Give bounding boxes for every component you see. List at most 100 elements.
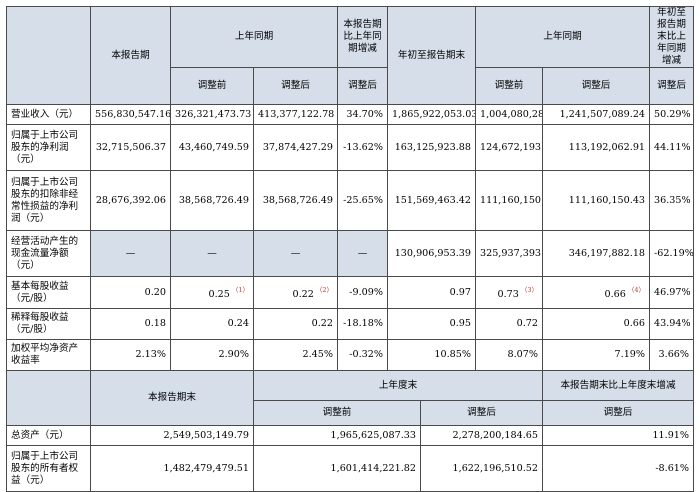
cell-ytd-change: 44.11% [649, 124, 695, 171]
cell-ytd: 163,125,923.88 [387, 124, 476, 171]
header-change-after-adj: 调整后 [337, 67, 388, 105]
cell-change: -8.61% [541, 445, 695, 492]
footnote-marker: （3） [520, 286, 538, 294]
cell-ytd-ly-before: 1,004,080,288.39 [475, 104, 543, 125]
cell-ytd-ly-before: 0.73 （3） [475, 276, 543, 309]
cell-ytd: 10.85% [387, 339, 476, 371]
table-row: 加权平均净资产收益率 2.13% 2.90% 2.45% -0.32% 10.8… [6, 339, 695, 371]
header2-after-adj: 调整后 [420, 400, 543, 426]
cell-ly-before: 38,568,726.49 [170, 170, 254, 231]
table-row: 经营活动产生的现金流量净额（元） — — — — 130,906,953.39 … [6, 230, 695, 277]
cell-ytd-ly-before: 8.07% [475, 339, 543, 371]
cell-current: 32,715,506.37 [90, 124, 171, 171]
cell-ly-after: 413,377,122.78 [253, 104, 338, 125]
row-label: 总资产（元） [6, 425, 91, 446]
footnote-marker: （4） [627, 286, 646, 294]
cell-ytd: 0.97 [387, 276, 476, 309]
header-ytd-before-adj: 调整前 [475, 67, 543, 105]
header-current-period: 本报告期 [90, 6, 171, 105]
cell-ly-after: 0.22 [253, 308, 338, 340]
header-ytd: 年初至报告期末 [387, 6, 476, 105]
table-row: 总资产（元） 2,549,503,149.79 1,965,625,087.33… [6, 425, 695, 446]
cell-ytd-ly-before: 124,672,193.84 [475, 124, 543, 171]
cell-after-adj: 1,622,196,510.52 [420, 445, 543, 492]
cell-current: — [90, 230, 171, 277]
header-change-vs-last-year: 本报告期比上年同期增减 [337, 6, 388, 68]
cell-period-end: 2,549,503,149.79 [90, 425, 254, 446]
cell-change: -25.65% [337, 170, 388, 231]
cell-value: 0.22 [292, 289, 314, 300]
header-before-adj: 调整前 [170, 67, 254, 105]
cell-current: 28,676,392.06 [90, 170, 171, 231]
cell-change: 11.91% [541, 425, 695, 446]
header2-before-adj: 调整前 [253, 400, 421, 426]
cell-ytd-change: -62.19% [649, 230, 695, 277]
cell-ytd: 0.95 [387, 308, 476, 340]
header-same-period-last-year-ytd: 上年同期 [474, 6, 651, 68]
row-label: 加权平均净资产收益率 [6, 339, 91, 371]
header2-change-after-adj: 调整后 [541, 400, 695, 426]
header-ytd-change-after-adj: 调整后 [649, 67, 695, 105]
row-label: 归属于上市公司股东的净利润（元） [6, 124, 91, 171]
cell-ytd-change: 36.35% [649, 170, 695, 231]
cell-ly-after: 38,568,726.49 [253, 170, 338, 231]
row-label: 归属于上市公司股东的扣除非经常性损益的净利润（元） [6, 170, 91, 231]
cell-ytd: 1,865,922,053.03 [387, 104, 476, 125]
row-label: 营业收入（元） [6, 104, 91, 125]
header-after-adj: 调整后 [253, 67, 338, 105]
cell-ytd-ly-after: 111,160,150.43 [541, 170, 651, 231]
cell-ytd: 151,569,463.42 [387, 170, 476, 231]
cell-period-end: 1,482,479,479.51 [90, 445, 254, 492]
cell-value: 0.73 [497, 289, 519, 300]
cell-change: — [337, 230, 388, 277]
cell-ytd-ly-after: 113,192,062.91 [541, 124, 651, 171]
cell-change: -18.18% [337, 308, 388, 340]
cell-ly-before: 326,321,473.73 [170, 104, 254, 125]
table-row: 基本每股收益（元/股） 0.20 0.25 （1） 0.22 （2） -9.09% … [6, 276, 695, 309]
cell-ytd-change: 46.97% [649, 276, 695, 309]
header-same-period-last-year: 上年同期 [170, 6, 338, 68]
cell-ytd-ly-after: 346,197,882.18 [541, 230, 651, 277]
cell-ytd-ly-before: 0.72 [475, 308, 543, 340]
cell-ytd: 130,906,953.39 [387, 230, 476, 277]
header-ytd-change: 年初至报告期末比上年同期增减 [649, 6, 695, 68]
table-row: 归属于上市公司股东的扣除非经常性损益的净利润（元） 28,676,392.06 … [6, 170, 695, 231]
cell-ytd-ly-after: 0.66 [541, 308, 651, 340]
cell-ly-before: — [170, 230, 254, 277]
row-label: 归属于上市公司股东的所有者权益（元） [6, 445, 91, 492]
cell-current: 0.18 [90, 308, 171, 340]
cell-ly-after: 37,874,427.29 [253, 124, 338, 171]
cell-ytd-ly-after: 1,241,507,089.24 [541, 104, 651, 125]
cell-ly-before: 0.25 （1） [170, 276, 254, 309]
cell-ytd-ly-after: 0.66 （4） [541, 276, 651, 309]
cell-change: -9.09% [337, 276, 388, 309]
cell-change: -13.62% [337, 124, 388, 171]
cell-value: 0.66 [604, 289, 626, 300]
financial-data-table: 本报告期 上年同期 本报告期比上年同期增减 年初至报告期末 上年同期 年初至报告… [6, 6, 695, 492]
cell-current: 556,830,547.16 [90, 104, 171, 125]
header2-last-year-end: 上年度末 [253, 370, 543, 401]
cell-ly-before: 43,460,749.59 [170, 124, 254, 171]
cell-change: -0.32% [337, 339, 388, 371]
cell-ly-before: 2.90% [170, 339, 254, 371]
cell-ytd-ly-after: 7.19% [541, 339, 651, 371]
table-row: 归属于上市公司股东的所有者权益（元） 1,482,479,479.51 1,60… [6, 445, 695, 492]
header-ytd-after-adj: 调整后 [541, 67, 651, 105]
cell-current: 0.20 [90, 276, 171, 309]
cell-ytd-change: 50.29% [649, 104, 695, 125]
cell-ly-after: 0.22 （2） [253, 276, 338, 309]
cell-ytd-change: 3.66% [649, 339, 695, 371]
row-label: 经营活动产生的现金流量净额（元） [6, 230, 91, 277]
cell-ly-after: — [253, 230, 338, 277]
cell-after-adj: 2,278,200,184.65 [420, 425, 543, 446]
row-label: 基本每股收益（元/股） [6, 276, 91, 309]
cell-change: 34.70% [337, 104, 388, 125]
footnote-marker: （2） [315, 286, 333, 294]
cell-ly-before: 0.24 [170, 308, 254, 340]
table-row: 营业收入（元） 556,830,547.16 326,321,473.73 41… [6, 104, 695, 125]
cell-value: 0.25 [208, 289, 230, 300]
row-label: 稀释每股收益（元/股） [6, 308, 91, 340]
header2-change: 本报告期末比上年度末增减 [541, 370, 695, 401]
cell-before-adj: 1,965,625,087.33 [253, 425, 421, 446]
cell-ytd-ly-before: 325,937,393.82 [475, 230, 543, 277]
